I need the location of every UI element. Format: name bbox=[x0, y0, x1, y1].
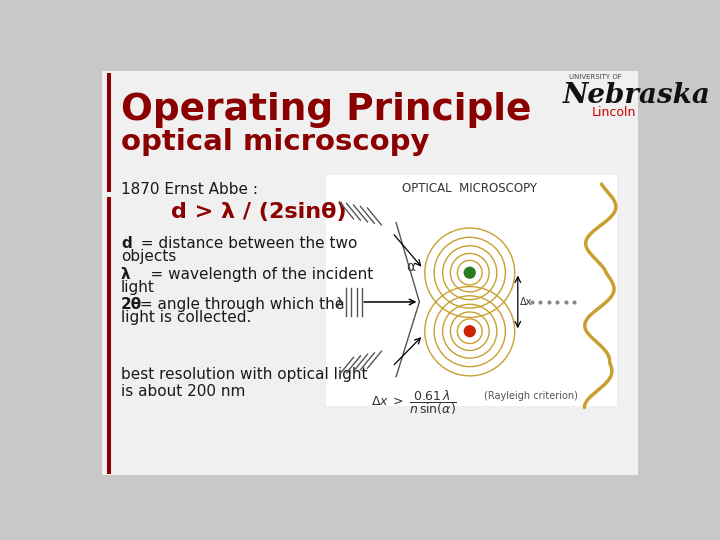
Bar bbox=[326, 175, 617, 406]
Bar bbox=[107, 72, 111, 192]
Text: Nebraska: Nebraska bbox=[563, 82, 711, 109]
Bar bbox=[107, 197, 111, 475]
Text: d > λ / (2sinθ): d > λ / (2sinθ) bbox=[171, 202, 347, 222]
Text: α: α bbox=[406, 260, 415, 274]
Text: best resolution with optical light
is about 200 nm: best resolution with optical light is ab… bbox=[121, 367, 367, 399]
Text: λ: λ bbox=[336, 296, 344, 310]
Text: (Rayleigh criterion): (Rayleigh criterion) bbox=[484, 392, 577, 401]
Text: OPTICAL  MICROSCOPY: OPTICAL MICROSCOPY bbox=[402, 182, 537, 195]
Text: optical microscopy: optical microscopy bbox=[121, 128, 430, 156]
Text: = distance between the two: = distance between the two bbox=[131, 236, 357, 251]
Circle shape bbox=[464, 326, 475, 336]
Text: d: d bbox=[121, 236, 132, 251]
Circle shape bbox=[464, 267, 475, 278]
Text: light: light bbox=[121, 280, 155, 295]
Text: UNIVERSITY OF: UNIVERSITY OF bbox=[569, 74, 621, 80]
Text: objects: objects bbox=[121, 249, 176, 264]
Text: light is collected.: light is collected. bbox=[121, 310, 251, 326]
Text: Δx: Δx bbox=[520, 297, 533, 307]
Text: $\Delta x \; > \; \dfrac{0.61\,\lambda}{n\,\sin(\alpha)}$: $\Delta x \; > \; \dfrac{0.61\,\lambda}{… bbox=[371, 388, 456, 417]
Text: 2θ: 2θ bbox=[121, 298, 142, 312]
Text: 1870 Ernst Abbe :: 1870 Ernst Abbe : bbox=[121, 182, 258, 197]
Text: = angle through which the: = angle through which the bbox=[135, 298, 344, 312]
Text: λ: λ bbox=[121, 267, 130, 281]
Text: Operating Principle: Operating Principle bbox=[121, 92, 531, 128]
Text: Lincoln: Lincoln bbox=[593, 106, 636, 119]
Text: = wavelength of the incident: = wavelength of the incident bbox=[131, 267, 374, 281]
